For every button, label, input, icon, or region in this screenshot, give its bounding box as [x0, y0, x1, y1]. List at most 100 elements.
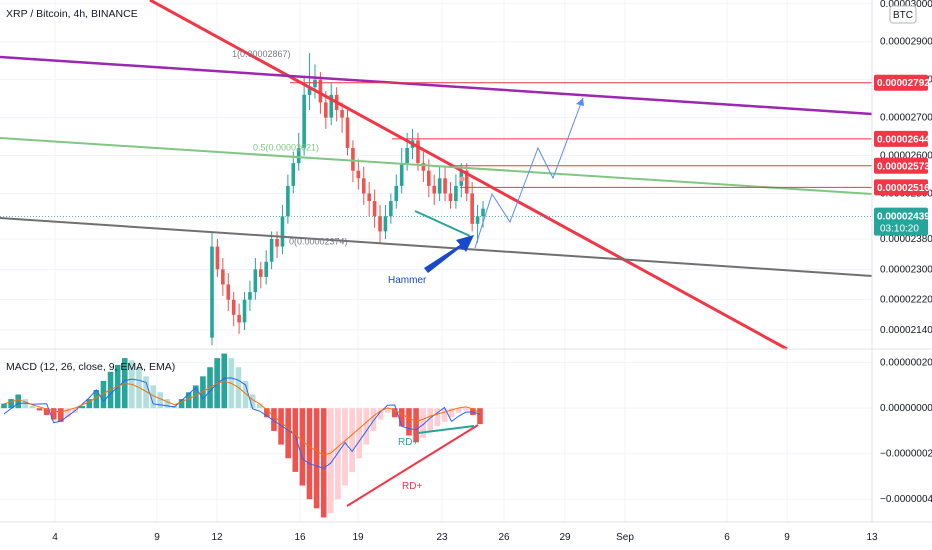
- candle-body: [454, 185, 458, 202]
- macd-divergence-line-red: [346, 424, 479, 507]
- macd-histogram-bar: [29, 405, 36, 409]
- macd-tick-label: −0.00000020: [880, 449, 932, 460]
- candle-body: [351, 147, 355, 171]
- candle-body: [443, 178, 447, 194]
- price-tick-label: 0.00002140: [880, 325, 932, 336]
- macd-histogram-bar: [370, 408, 377, 431]
- candle-body: [432, 185, 437, 194]
- candle-body: [231, 299, 236, 315]
- macd-histogram-bar: [384, 408, 391, 413]
- macd-histogram-bar: [427, 408, 434, 431]
- resistance-line-purple: [0, 55, 873, 116]
- candle-body: [302, 94, 306, 148]
- candle-body: [378, 216, 382, 232]
- price-tag-label: 0.00002516: [877, 183, 930, 194]
- countdown-label: 03:10:20: [880, 224, 919, 235]
- candle-body: [258, 269, 263, 277]
- macd-tick-label: 0.00000020: [880, 358, 932, 369]
- macd-histogram-bar: [391, 408, 398, 418]
- price-tick-label: 0.00002300: [880, 264, 932, 275]
- price-tag-bg: [874, 74, 928, 91]
- candle-body: [345, 117, 350, 148]
- macd-histogram-bar: [79, 405, 85, 409]
- macd-histogram-bar: [455, 408, 462, 413]
- macd-histogram-bar: [193, 385, 199, 409]
- currency-badge[interactable]: BTC: [889, 5, 917, 24]
- descending-trendline-red: [149, 0, 788, 351]
- macd-histogram-bar: [342, 408, 348, 486]
- macd-histogram-bar: [150, 385, 156, 409]
- price-tick-label: 0.00003000: [880, 0, 932, 10]
- candle-body: [464, 170, 469, 194]
- price-tag-bg: [874, 179, 928, 196]
- candle-body: [248, 292, 252, 300]
- macd-histogram-bar: [349, 408, 355, 472]
- price-tick-label: 0.00002900: [880, 37, 932, 48]
- macd-histogram-bar: [448, 408, 455, 418]
- candle-body: [242, 299, 247, 323]
- candle-body: [367, 193, 371, 202]
- candle-body: [416, 140, 420, 164]
- time-tick-label: 16: [294, 532, 306, 543]
- macd-histogram-bar: [271, 408, 277, 431]
- time-tick-label: 9: [154, 532, 160, 543]
- macd-histogram-bar: [363, 408, 370, 445]
- macd-divergence-line-teal: [417, 425, 475, 434]
- macd-histogram-bar: [15, 394, 22, 409]
- macd-histogram-bar: [200, 376, 206, 409]
- macd-tick-label: 0.00000000: [880, 403, 932, 414]
- time-tick-label: 29: [559, 532, 571, 543]
- candle-body: [399, 163, 404, 186]
- time-tick-label: 23: [436, 532, 448, 543]
- macd-title: MACD (12, 26, close, 9, EMA, EMA): [6, 361, 175, 373]
- time-tick-label: 26: [498, 532, 510, 543]
- candle-body: [269, 238, 274, 262]
- candle-body: [215, 246, 220, 270]
- hammer-arrowhead: [456, 235, 474, 252]
- currency-badge-label: BTC: [893, 10, 913, 21]
- macd-histogram-bar: [335, 408, 341, 500]
- macd-histogram-bar: [278, 408, 284, 445]
- macd-histogram-bar: [377, 408, 384, 420]
- macd-histogram-bar: [43, 408, 50, 416]
- price-tag-label: 0.00002573: [877, 161, 930, 172]
- macd-histogram-bar: [249, 394, 256, 409]
- candle-body: [427, 170, 431, 186]
- time-tick-label: 6: [724, 532, 730, 543]
- candle-body: [318, 79, 323, 103]
- channel-line-green: [0, 137, 873, 195]
- candle-body: [481, 208, 485, 217]
- candle-body: [383, 216, 388, 232]
- macd-histogram-bar: [441, 408, 448, 422]
- macd-histogram-bar: [93, 389, 100, 409]
- candle-body: [475, 216, 480, 224]
- candle-body: [210, 246, 214, 338]
- macd-pane: RD+ RD+: [1, 353, 483, 518]
- macd-histogram-bar: [328, 408, 334, 513]
- signal-line: [3, 380, 481, 456]
- macd-histogram-bar: [143, 376, 149, 409]
- macd-histogram-bar: [462, 408, 469, 411]
- time-tick-label: 19: [352, 532, 364, 543]
- macd-histogram-bar: [413, 408, 419, 443]
- price-tag-label: 0.00002792: [877, 78, 930, 89]
- rd-label-red: RD+: [402, 481, 422, 492]
- candle-body: [307, 87, 312, 95]
- drawings: 1(0.00002867) 0.5(0.00002621) 0(0.00002374…: [0, 0, 873, 351]
- macd-histogram-bar: [306, 408, 313, 500]
- candle-body: [437, 178, 442, 194]
- candle-body: [226, 284, 231, 300]
- projected-path: [474, 97, 584, 249]
- candle-body: [394, 185, 399, 202]
- macd-histogram-bar: [434, 408, 441, 427]
- macd-histogram-bar: [157, 392, 164, 409]
- candles: [210, 53, 485, 346]
- macd-tick-label: −0.00000040: [880, 494, 932, 505]
- candle-body: [361, 178, 366, 194]
- macd-histogram-bar: [36, 408, 43, 411]
- macd-histogram-bar: [292, 408, 299, 472]
- support-line-gray: [0, 217, 873, 277]
- price-tick-label: 0.00002220: [880, 295, 932, 306]
- candle-body: [448, 193, 453, 202]
